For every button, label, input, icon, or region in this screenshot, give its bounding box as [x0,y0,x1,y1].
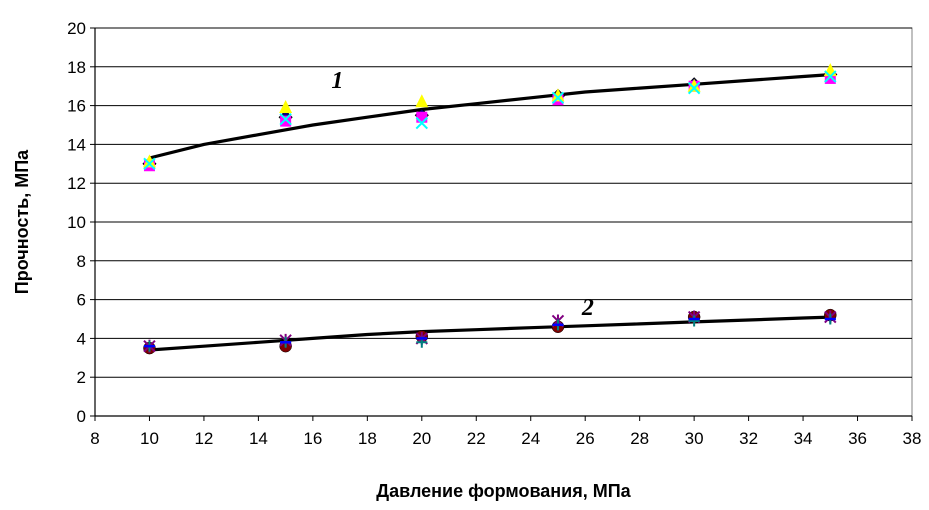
x-tick-label: 28 [630,429,649,448]
x-tick-label: 22 [467,429,486,448]
trend-lines [149,73,831,352]
x-tick-label: 34 [794,429,813,448]
y-tick-label: 6 [77,291,86,310]
x-tick-label: 12 [194,429,213,448]
y-tick-label: 18 [67,58,86,77]
x-tick-labels: 8 10 12 14 16 18 20 22 24 26 28 30 32 34 36 38 [90,416,921,448]
x-tick-label: 24 [521,429,540,448]
y-tick-label: 20 [67,19,86,38]
y-tick-label: 14 [67,135,86,154]
grid [95,27,912,378]
curve-labels: 12 [331,68,594,321]
triangle-marker [279,100,293,114]
y-axis-title: Прочность, МПа [12,149,32,294]
x-axis-title: Давление формования, МПа [376,481,631,501]
curve-label: 1 [331,68,343,94]
y-tick-label: 8 [77,252,86,271]
x-marker [551,91,565,105]
y-tick-label: 2 [77,368,86,387]
triangle-marker [142,154,156,168]
y-tick-label: 12 [67,174,86,193]
square-marker [824,72,836,84]
x-marker [279,112,292,126]
trend-line-1 [149,73,831,160]
data-points [142,63,838,355]
x-tick-label: 8 [90,429,99,448]
x-tick-label: 36 [848,429,867,448]
x-tick-label: 38 [903,429,922,448]
y-tick-label: 4 [77,329,86,348]
square-marker [280,115,292,127]
x-marker [415,116,429,130]
curve-label: 2 [581,295,594,321]
y-tick-label: 16 [67,97,86,116]
triangle-marker [551,88,565,102]
x-marker [824,70,837,83]
x-tick-label: 32 [739,429,758,448]
x-tick-label: 16 [303,429,322,448]
y-tick-label: 10 [67,213,86,232]
triangle-marker [687,78,701,92]
x-tick-label: 26 [576,429,595,448]
x-marker [687,81,701,95]
triangle-marker [415,94,429,108]
x-tick-label: 10 [140,429,159,448]
square-marker [416,111,428,123]
y-tick-label: 0 [77,407,86,426]
x-tick-label: 18 [358,429,377,448]
y-tick-labels: 0 2 4 6 8 10 12 14 16 18 20 [67,19,95,426]
x-tick-label: 20 [412,429,431,448]
trend-line-2 [149,315,831,352]
plus-marker [688,315,700,327]
x-marker [143,157,156,171]
x-tick-label: 14 [249,429,268,448]
x-tick-label: 30 [685,429,704,448]
